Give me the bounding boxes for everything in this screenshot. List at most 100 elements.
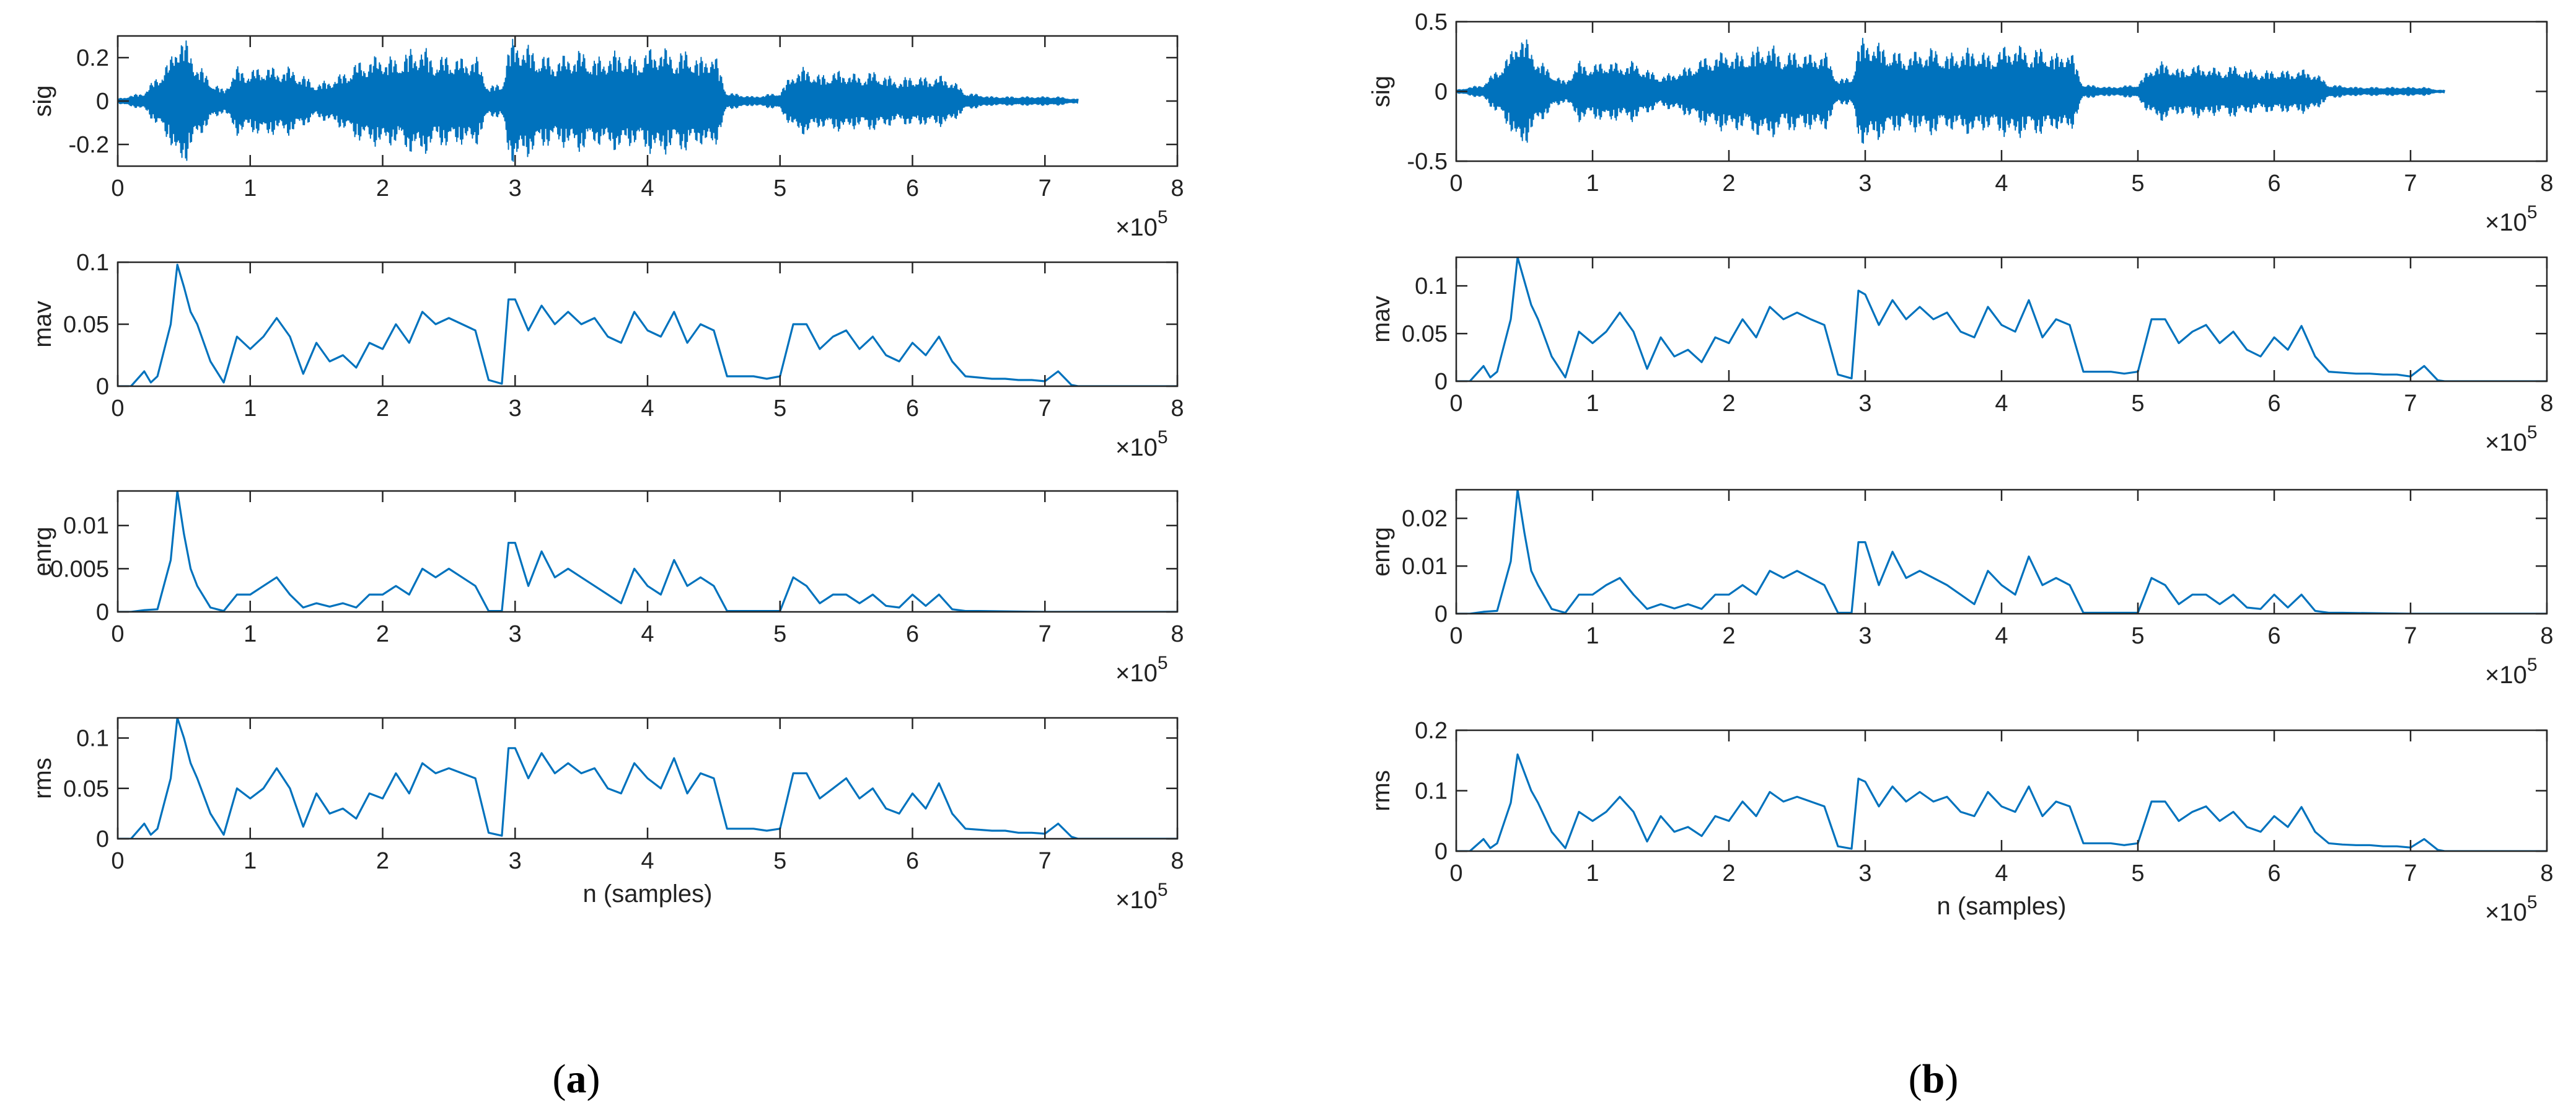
x-tick-label: 3 — [1858, 170, 1871, 197]
y-axis-label: mav — [29, 301, 56, 348]
x-tick-label: 3 — [509, 175, 522, 201]
x-tick-label: 3 — [509, 396, 522, 422]
x-exponent-power: 5 — [2527, 202, 2538, 223]
x-tick-label: 1 — [1586, 623, 1599, 649]
y-tick-label: 0 — [1435, 839, 1448, 865]
x-tick-label: 5 — [2131, 623, 2144, 649]
y-tick-label: 0.1 — [1415, 779, 1448, 805]
x-exponent-base: ×10 — [1115, 886, 1158, 914]
x-exponent-label: ×105 — [1115, 427, 1168, 461]
y-tick-label: 0 — [1435, 601, 1448, 627]
x-tick-label: 2 — [376, 396, 389, 422]
x-tick-label: 0 — [111, 621, 124, 647]
x-exponent-base: ×10 — [2485, 661, 2527, 689]
x-tick-label: 4 — [1995, 391, 2008, 417]
x-tick-label: 1 — [244, 175, 257, 201]
x-tick-label: 2 — [376, 848, 389, 874]
caption-b: (b) — [1909, 1056, 1959, 1102]
series-line-enrg — [1456, 490, 2547, 614]
x-tick-label: 0 — [111, 396, 124, 422]
y-tick-label: 0 — [1435, 369, 1448, 395]
y-tick-label: 0 — [96, 599, 109, 626]
x-tick-label: 5 — [773, 621, 786, 647]
y-tick-label: 0.01 — [63, 513, 109, 539]
x-tick-label: 6 — [2267, 170, 2280, 197]
x-tick-label: 7 — [1039, 848, 1052, 874]
x-tick-label: 3 — [1858, 391, 1871, 417]
x-tick-label: 4 — [1995, 170, 2008, 197]
x-tick-label: 1 — [1586, 391, 1599, 417]
y-tick-label: 0.2 — [76, 45, 109, 71]
x-tick-label: 4 — [1995, 623, 2008, 649]
x-tick-label: 4 — [641, 848, 654, 874]
y-tick-label: -0.2 — [69, 132, 109, 158]
x-tick-label: 6 — [2267, 623, 2280, 649]
x-tick-label: 5 — [2131, 860, 2144, 886]
x-exponent-label: ×105 — [1115, 207, 1168, 241]
x-tick-label: 3 — [1858, 860, 1871, 886]
y-tick-label: 0.5 — [1415, 9, 1448, 35]
x-exponent-power: 5 — [1158, 207, 1168, 228]
x-tick-label: 3 — [1858, 623, 1871, 649]
x-tick-label: 2 — [1722, 623, 1735, 649]
x-tick-label: 8 — [2540, 623, 2553, 649]
x-exponent-base: ×10 — [1115, 214, 1158, 241]
x-tick-label: 1 — [244, 396, 257, 422]
y-axis-label: mav — [1368, 296, 1395, 343]
x-exponent-power: 5 — [1158, 427, 1168, 448]
x-exponent-base: ×10 — [2485, 899, 2527, 926]
series-line-rms — [1456, 753, 2547, 851]
x-tick-label: 6 — [906, 396, 919, 422]
x-tick-label: 4 — [1995, 860, 2008, 886]
x-tick-label: 7 — [2404, 391, 2417, 417]
series-line-enrg — [118, 491, 1177, 612]
x-tick-label: 2 — [1722, 860, 1735, 886]
x-tick-label: 1 — [1586, 860, 1599, 886]
y-tick-label: 0.05 — [1402, 321, 1448, 347]
x-tick-label: 7 — [2404, 623, 2417, 649]
x-axis-label: n (samples) — [1937, 893, 2067, 920]
x-exponent-base: ×10 — [2485, 429, 2527, 456]
x-tick-label: 4 — [641, 396, 654, 422]
x-tick-label: 7 — [2404, 170, 2417, 197]
x-tick-label: 8 — [1171, 175, 1184, 201]
x-exponent-power: 5 — [1158, 653, 1168, 673]
y-axis-label: sig — [29, 85, 56, 117]
series-line-mav — [118, 263, 1177, 386]
x-tick-label: 0 — [1449, 391, 1462, 417]
x-exponent-label: ×105 — [1115, 880, 1168, 914]
y-axis-label: rms — [29, 758, 56, 799]
x-exponent-power: 5 — [2527, 422, 2538, 443]
x-exponent-power: 5 — [2527, 655, 2538, 675]
y-tick-label: 0.05 — [63, 312, 109, 338]
x-tick-label: 0 — [111, 848, 124, 874]
x-tick-label: 3 — [509, 621, 522, 647]
y-tick-label: 0.01 — [1402, 554, 1448, 580]
x-tick-label: 5 — [773, 848, 786, 874]
y-axis-label: enrg — [1368, 527, 1395, 577]
x-tick-label: 2 — [376, 621, 389, 647]
x-tick-label: 5 — [773, 396, 786, 422]
y-tick-label: 0 — [96, 826, 109, 852]
x-exponent-base: ×10 — [1115, 434, 1158, 461]
x-exponent-base: ×10 — [2485, 209, 2527, 236]
x-tick-label: 2 — [1722, 170, 1735, 197]
x-tick-label: 0 — [1449, 860, 1462, 886]
x-tick-label: 8 — [2540, 170, 2553, 197]
x-tick-label: 0 — [111, 175, 124, 201]
y-tick-label: 0.05 — [63, 776, 109, 802]
x-tick-label: 7 — [1039, 175, 1052, 201]
x-tick-label: 6 — [2267, 860, 2280, 886]
x-exponent-label: ×105 — [2485, 892, 2538, 926]
x-tick-label: 3 — [509, 848, 522, 874]
x-tick-label: 0 — [1449, 170, 1462, 197]
y-axis-label: enrg — [29, 526, 56, 576]
